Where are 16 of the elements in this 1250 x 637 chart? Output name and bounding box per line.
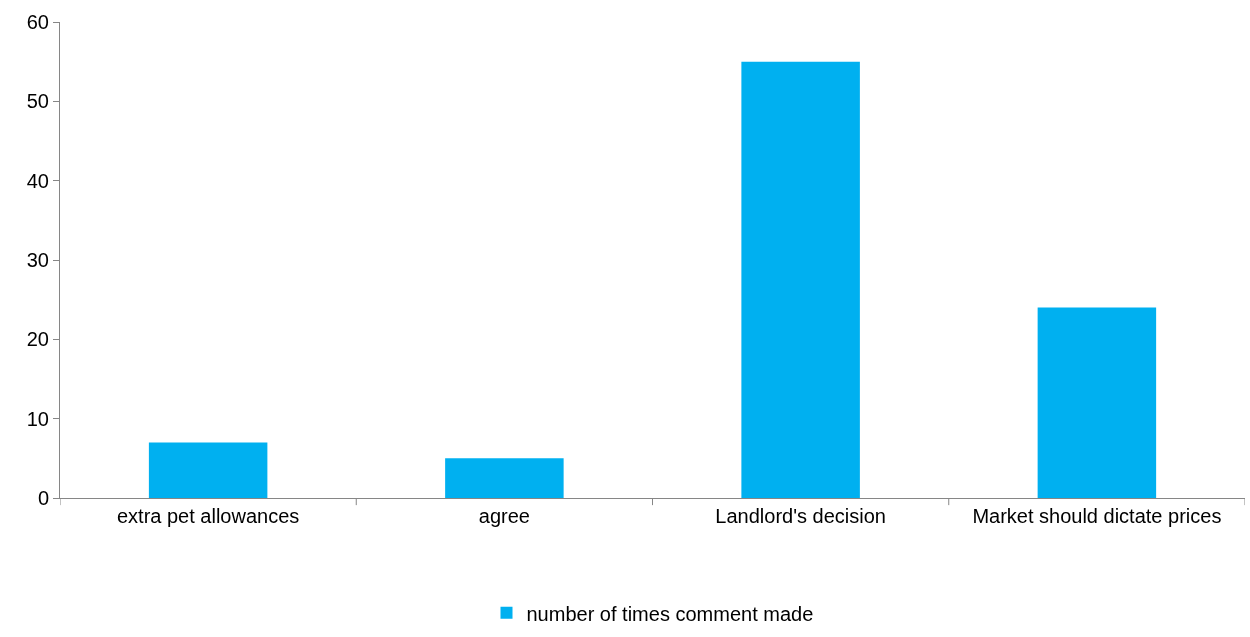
x-tick-label: extra pet allowances <box>116 505 300 527</box>
bar <box>445 458 564 498</box>
bar <box>741 61 860 498</box>
x-tick-label: agree <box>478 505 530 527</box>
y-tick-label: 10 <box>26 407 49 430</box>
legend-label: number of times comment made <box>526 602 814 625</box>
bar <box>1037 307 1157 498</box>
y-tick-label: 50 <box>26 90 49 113</box>
x-tick-label: Landlord's decision <box>715 505 886 527</box>
bar <box>148 442 268 498</box>
y-tick-label: 30 <box>26 249 49 271</box>
y-tick-label: 60 <box>26 11 49 33</box>
y-tick-label: 0 <box>37 487 49 509</box>
y-tick-label: 20 <box>26 328 49 351</box>
x-tick-label: Market should dictate prices <box>972 505 1222 527</box>
y-tick-label: 40 <box>26 169 49 192</box>
